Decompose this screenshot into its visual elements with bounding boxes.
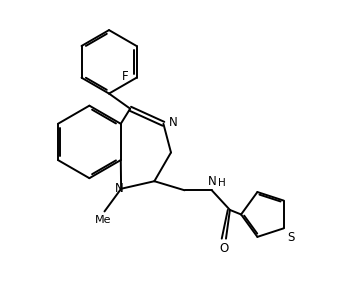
Text: O: O — [219, 242, 229, 255]
Text: H: H — [219, 178, 226, 188]
Text: N: N — [115, 182, 124, 195]
Text: F: F — [122, 70, 129, 83]
Text: Me: Me — [95, 215, 111, 225]
Text: N: N — [207, 175, 216, 188]
Text: N: N — [169, 116, 177, 129]
Text: S: S — [287, 231, 295, 244]
